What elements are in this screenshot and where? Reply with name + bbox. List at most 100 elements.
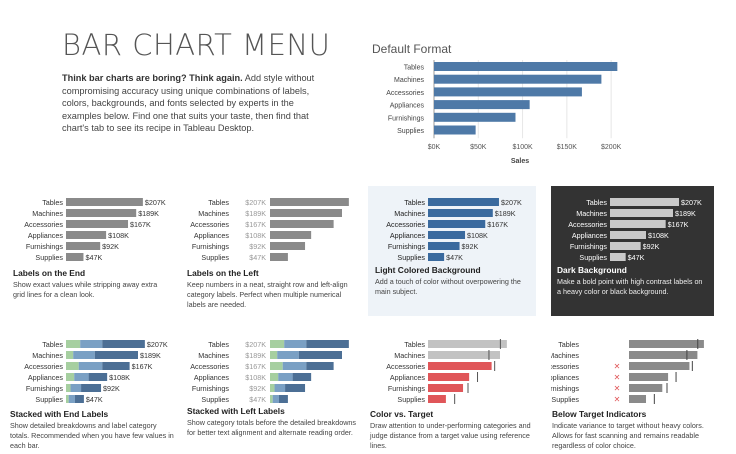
bar	[66, 198, 143, 206]
bar-segment	[73, 351, 95, 359]
value-label: $207K	[501, 198, 522, 207]
category-label: Furnishings	[388, 242, 426, 251]
value-label: $47K	[249, 395, 266, 404]
category-label: Furnishings	[388, 115, 425, 122]
chart-dark-background: Tables Machines Accessories Appliances Furni…	[568, 198, 702, 262]
bar	[428, 384, 464, 392]
bar	[66, 209, 137, 217]
category-label: Machines	[32, 351, 63, 360]
category-label: Appliances	[572, 231, 608, 240]
chart-color-vs-target[interactable]: Tables Machines Accessories Appliances Furni…	[368, 334, 536, 406]
category-label: Appliances	[194, 373, 230, 382]
axis-title: Sales	[511, 158, 529, 165]
category-label: Machines	[394, 351, 425, 360]
category-label: Supplies	[397, 128, 424, 135]
value-label: $167K	[245, 362, 266, 371]
bar	[66, 231, 107, 239]
bar	[629, 340, 704, 348]
dark-background-panel[interactable]	[551, 186, 714, 316]
variant-desc: Show category totals before the detailed…	[187, 418, 357, 438]
bar	[610, 220, 666, 228]
value-label: $47K	[86, 395, 103, 404]
variant-title: Labels on the Left	[187, 268, 259, 278]
value-label: $207K	[681, 198, 702, 207]
value-label: $92K	[462, 242, 479, 251]
bar-segment	[274, 384, 286, 392]
value-label: $167K	[668, 220, 689, 229]
default-bar-chart: $0K $50K $100K $150K $200K Tables Machines Acce…	[386, 60, 622, 165]
bar	[66, 253, 84, 261]
category-label: Machines	[576, 209, 607, 218]
bar-segment	[88, 373, 108, 381]
bar-segment	[270, 395, 273, 403]
below-target-icon: ✕	[614, 384, 621, 393]
bar-segment	[80, 340, 103, 348]
category-label: Tables	[42, 198, 63, 207]
value-label: $207K	[245, 340, 266, 349]
bar-segment	[81, 384, 102, 392]
bar	[270, 198, 349, 206]
category-label: Furnishings	[192, 384, 230, 393]
category-label: Tables	[586, 198, 607, 207]
bar	[270, 231, 312, 239]
bar	[629, 373, 669, 381]
bar	[428, 253, 445, 261]
chart-labels-on-end[interactable]: Tables Machines Accessories Appliances Furni…	[8, 192, 178, 264]
bar	[610, 209, 673, 217]
bar	[434, 62, 618, 71]
category-label: Accessories	[386, 90, 424, 97]
value-label: $167K	[130, 220, 151, 229]
bar-segment	[306, 340, 349, 348]
default-format-heading: Default Format	[372, 42, 452, 56]
bar-segment	[270, 351, 278, 359]
bar-segment	[270, 384, 275, 392]
category-label: Tables	[404, 340, 425, 349]
variant-title: Dark Background	[557, 265, 627, 275]
value-label: $108K	[245, 231, 266, 240]
chart-below-target[interactable]: Tables Machines Accessories Appliances Furni…	[551, 334, 721, 406]
value-label: $47K	[446, 253, 463, 262]
category-label: Tables	[208, 340, 229, 349]
category-label: Accessories	[190, 362, 229, 371]
variant-desc: Draw attention to under-performing categ…	[370, 421, 531, 451]
page-title: BAR CHART MENU	[62, 28, 331, 62]
bar-segment	[102, 362, 130, 370]
bar	[610, 253, 626, 261]
below-target-icon: ✕	[614, 395, 621, 404]
value-label: $189K	[495, 209, 516, 218]
axis-tick-label: $50K	[470, 144, 487, 151]
value-label: $108K	[109, 373, 130, 382]
bar	[66, 220, 129, 228]
bar	[270, 253, 288, 261]
bar-segment	[66, 351, 74, 359]
bar	[434, 100, 530, 110]
category-label: Accessories	[386, 220, 425, 229]
value-label: $108K	[108, 231, 129, 240]
bar-segment	[66, 362, 79, 370]
category-label: Furnishings	[388, 384, 426, 393]
chart-stacked-left-labels[interactable]: Tables Machines Accessories Appliances Furni…	[184, 334, 356, 406]
bar-segment	[282, 362, 307, 370]
bar-segment	[298, 351, 342, 359]
bar	[629, 395, 647, 403]
axis-tick-label: $150K	[557, 144, 578, 151]
category-label: Machines	[198, 351, 229, 360]
chart-labels-on-left[interactable]: Tables Machines Accessories Appliances Furni…	[184, 192, 356, 264]
light-background-panel[interactable]	[368, 186, 536, 316]
chart-stacked-end-labels[interactable]: Tables Machines Accessories Appliances Furni…	[8, 334, 178, 406]
bar-segment	[66, 384, 71, 392]
variant-desc: Add a touch of color without overpowerin…	[375, 277, 521, 297]
value-label: $167K	[487, 220, 508, 229]
intro-text: Think bar charts are boring? Think again…	[62, 72, 332, 135]
intro-bold: Think bar charts are boring? Think again…	[62, 73, 243, 83]
category-label: Accessories	[568, 220, 607, 229]
bar	[434, 125, 476, 135]
category-label: Machines	[32, 209, 63, 218]
bar	[610, 198, 679, 206]
value-label: $108K	[245, 373, 266, 382]
category-label: Supplies	[201, 253, 229, 262]
bar-segment	[270, 340, 285, 348]
value-label: $167K	[245, 220, 266, 229]
value-label: $92K	[103, 384, 120, 393]
value-label: $92K	[102, 242, 119, 251]
